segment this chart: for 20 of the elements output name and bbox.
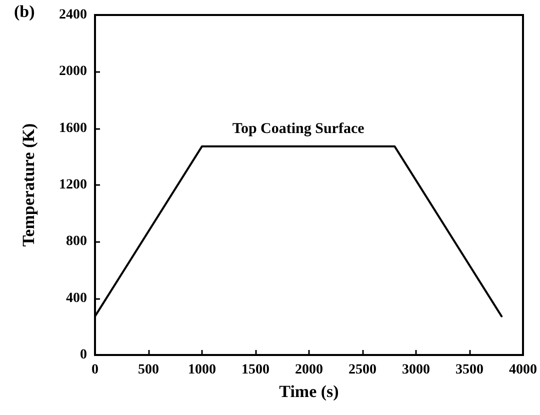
y-tick-label: 1200 [59,178,87,192]
x-tick-label: 1000 [188,362,216,378]
x-axis-title: Time (s) [279,382,339,401]
text: (b) [14,2,35,21]
x-tick-label: 500 [138,362,159,378]
y-tick-label: 2400 [59,8,87,22]
y-tick-label: 0 [80,348,87,362]
x-tick-label: 1500 [242,362,270,378]
x-tick-label: 2500 [348,362,376,378]
x-tick-label: 4000 [509,362,537,378]
x-tick-label: 3000 [402,362,430,378]
x-tick-label: 2000 [295,362,323,378]
y-tick-label: 2000 [59,64,87,80]
x-tick-label: 0 [92,362,98,378]
annotation: Top Coating Surface [232,120,365,137]
y-tick-label: 1600 [59,120,87,136]
y-tick-label: 400 [66,290,87,306]
y-tick-label: 800 [66,234,87,250]
x-tick-label: 3500 [456,362,484,378]
y-axis-title: Temperature (K) [19,123,38,247]
